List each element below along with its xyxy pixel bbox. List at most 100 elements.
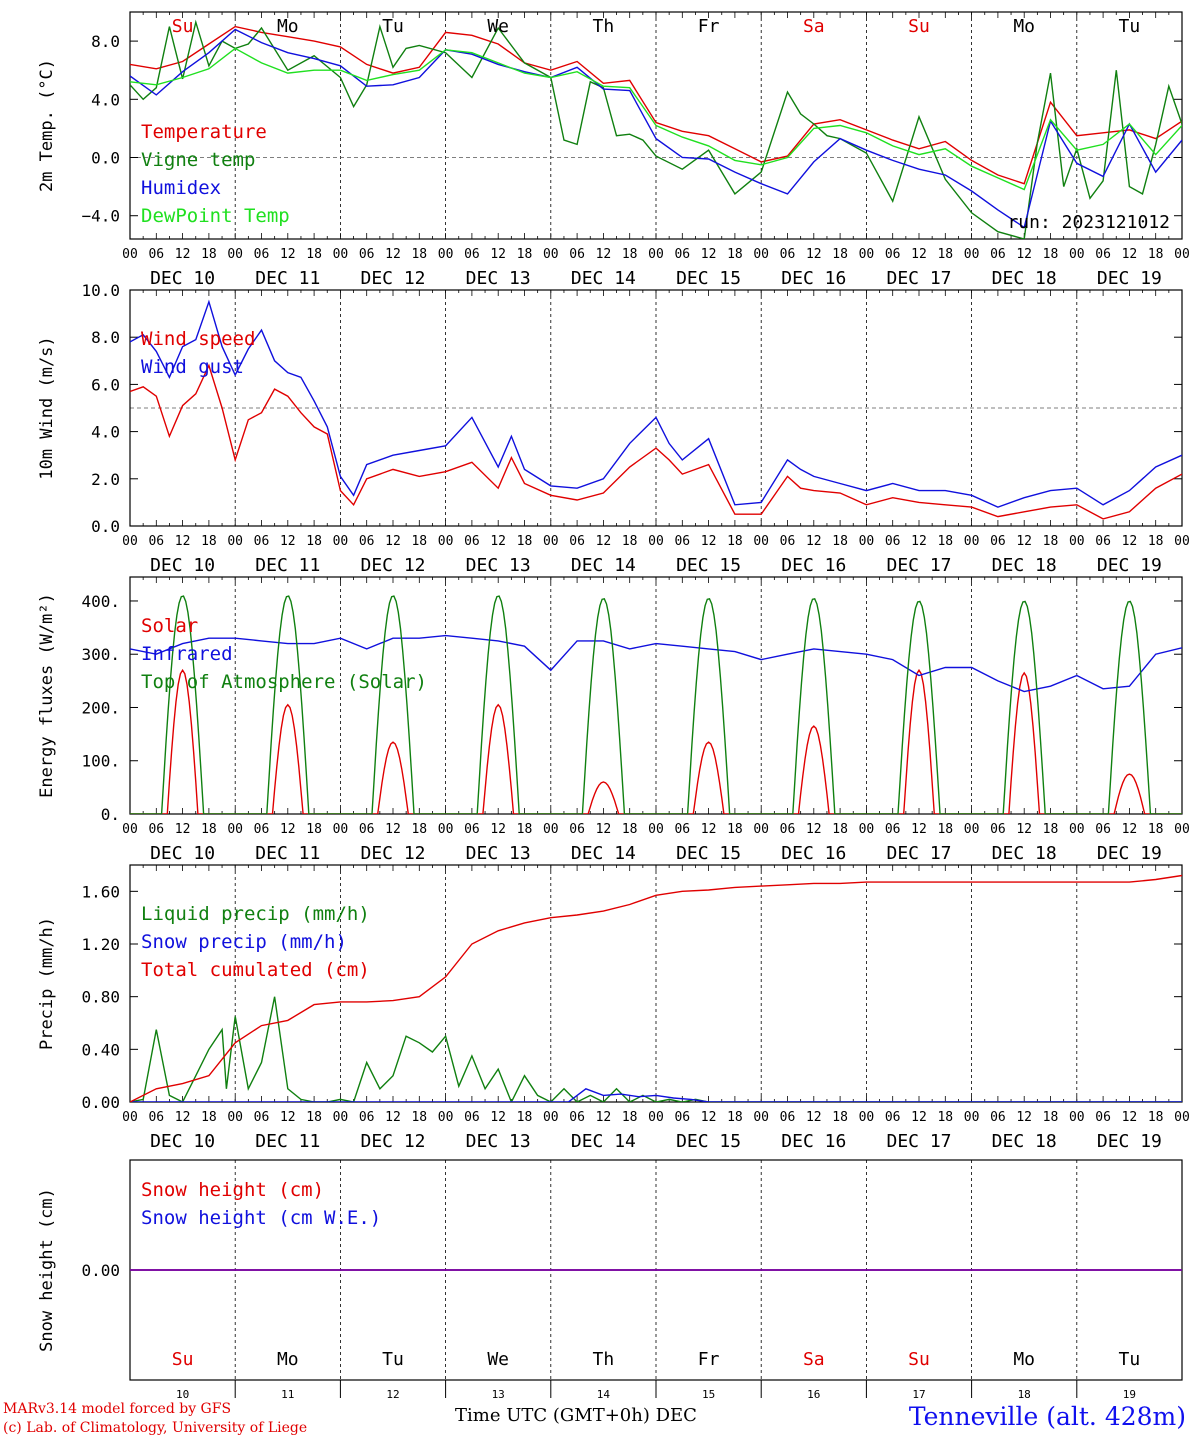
panel-5: 0.00 Snow height (cm) Snow height (cm) Snow… [37,1159,1183,1401]
hour-label: 06 [780,534,796,549]
hour-label: 12 [280,822,296,837]
hour-label: 18 [727,822,743,837]
y-axis-title: Precip (mm/h) [37,917,57,1050]
y-axis-title: Snow height (cm) [37,1188,57,1352]
series-line [130,595,1182,814]
hour-label: 12 [911,822,927,837]
legend-entry: DewPoint Temp [141,205,290,227]
hour-label: 00 [333,534,349,549]
hour-label: 06 [359,822,375,837]
series-line [130,47,1182,191]
y-tick-label: 0.40 [81,1040,120,1059]
hour-label: 00 [438,247,454,262]
day-number: 17 [912,1388,925,1401]
hour-label: 00 [859,822,875,837]
hour-label: 00 [122,1110,138,1125]
hour-label: 18 [622,534,638,549]
date-label: DEC 12 [360,1131,425,1152]
day-number: 12 [386,1388,399,1401]
hour-label: 00 [1174,822,1190,837]
hour-label: 00 [543,247,559,262]
hour-label: 06 [674,534,690,549]
hour-label: 06 [148,1110,164,1125]
day-number: 14 [597,1388,611,1401]
y-tick-label: 200. [81,698,120,717]
hour-label: 18 [937,534,953,549]
hour-label: 12 [280,1110,296,1125]
hour-label: 18 [201,822,217,837]
hour-label: 06 [254,822,270,837]
date-label: DEC 18 [992,555,1057,576]
hour-label: 18 [201,534,217,549]
y-tick-label: 4.0 [91,423,120,442]
y-tick-label: 8.0 [91,32,120,51]
hour-label: 18 [411,247,427,262]
hour-label: 06 [780,1110,796,1125]
station-name: Tenneville (alt. 428m) [908,1402,1186,1431]
hour-label: 12 [806,822,822,837]
hour-label: 06 [569,534,585,549]
hour-label: 12 [701,247,717,262]
hour-label: 06 [674,1110,690,1125]
weekday-label: Su [908,1349,930,1370]
legend-entry: Snow precip (mm/h) [141,931,347,953]
date-label: DEC 14 [571,268,636,289]
y-tick-label: 4.0 [91,90,120,109]
date-label: DEC 18 [992,843,1057,864]
legend-entry: Infrared [141,643,233,665]
y-tick-label: 0.00 [81,1093,120,1112]
hour-label: 12 [806,247,822,262]
hour-label: 06 [990,1110,1006,1125]
hour-label: 18 [832,247,848,262]
hour-label: 00 [648,1110,664,1125]
hour-label: 12 [1122,822,1138,837]
panel-1: −4.0 0.0 4.0 8.0 2m Temp. (°C) 00 06 12 18 00 06 12… [37,11,1190,289]
hour-label: 06 [990,247,1006,262]
y-tick-label: 2.0 [91,470,120,489]
hour-label: 12 [175,822,191,837]
weekday-label: Fr [698,1349,720,1370]
series-line [130,299,1182,508]
hour-label: 06 [569,247,585,262]
hour-label: 00 [122,822,138,837]
hour-label: 06 [254,534,270,549]
series-line [130,996,1182,1102]
date-label: DEC 13 [466,1131,531,1152]
hour-label: 18 [832,822,848,837]
hour-label: 00 [333,822,349,837]
hour-label: 06 [148,822,164,837]
date-label: DEC 19 [1097,555,1162,576]
hour-label: 00 [859,247,875,262]
hour-label: 06 [780,247,796,262]
lab-credit: (c) Lab. of Climatology, University of L… [3,1420,308,1436]
hour-label: 18 [622,822,638,837]
hour-label: 00 [859,534,875,549]
hour-label: 06 [254,1110,270,1125]
hour-label: 18 [937,247,953,262]
weekday-label: Mo [1013,1349,1035,1370]
hour-label: 18 [1043,1110,1059,1125]
date-label: DEC 16 [781,843,846,864]
hour-label: 12 [596,822,612,837]
date-label: DEC 13 [466,843,531,864]
date-label: DEC 17 [886,843,951,864]
hour-label: 18 [517,534,533,549]
hour-label: 12 [280,534,296,549]
time-axis-label: Time UTC (GMT+0h) DEC [455,1405,697,1426]
hour-label: 12 [1016,1110,1032,1125]
day-number: 16 [807,1388,820,1401]
panel-3: 0. 100. 200. 300. 400. Energy fluxes (W/m²) 00… [37,576,1190,864]
hour-label: 12 [175,1110,191,1125]
series-line [130,1088,1182,1102]
date-label: DEC 14 [571,1131,636,1152]
weekday-label: Tu [382,1349,404,1370]
hour-label: 00 [753,1110,769,1125]
hour-label: 06 [780,822,796,837]
hour-label: 06 [464,822,480,837]
hour-label: 18 [411,534,427,549]
weekday-label: Su [172,1349,194,1370]
hour-label: 06 [1095,534,1111,549]
date-label: DEC 15 [676,843,741,864]
hour-label: 06 [569,1110,585,1125]
hour-label: 00 [333,247,349,262]
